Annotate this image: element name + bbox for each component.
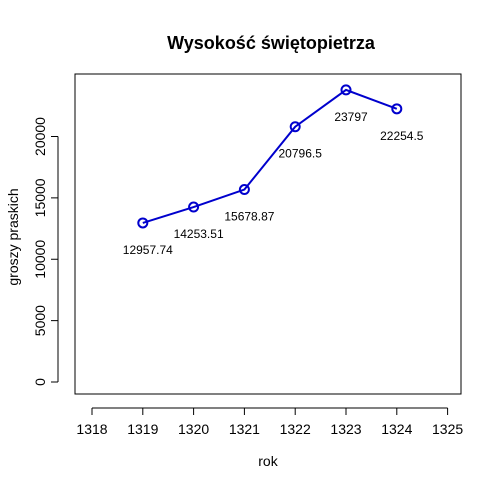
x-tick-label: 1320 (178, 421, 209, 437)
x-tick-label: 1325 (432, 421, 463, 437)
data-point (238, 184, 250, 196)
y-tick-label: 20000 (32, 117, 48, 156)
x-axis: 1318 1319 1320 1321 1322 1323 1324 1325 (76, 407, 463, 437)
data-point (391, 103, 403, 115)
series-line-group (137, 84, 403, 229)
y-axis-label: groszy praskich (5, 188, 21, 285)
x-tick-label: 1318 (76, 421, 107, 437)
y-tick-label: 10000 (32, 240, 48, 279)
data-label: 22254.5 (380, 129, 424, 143)
data-point (188, 201, 200, 213)
data-label: 14253.51 (174, 227, 224, 241)
data-point (137, 217, 149, 229)
data-label: 23797 (334, 110, 368, 124)
x-tick-label: 1319 (127, 421, 158, 437)
data-label: 15678.87 (224, 210, 274, 224)
chart-title: Wysokość świętopietrza (167, 33, 376, 53)
x-axis-label: rok (258, 453, 278, 469)
series-line (142, 88, 398, 224)
data-point (289, 121, 301, 133)
y-axis: 0 5000 10000 15000 20000 (32, 117, 59, 386)
x-tick-label: 1321 (229, 421, 260, 437)
data-point (340, 84, 352, 96)
y-tick-label: 0 (32, 378, 48, 386)
x-tick-label: 1323 (330, 421, 361, 437)
x-tick-label: 1324 (381, 421, 412, 437)
data-label: 20796.5 (279, 147, 323, 161)
plot-frame (74, 73, 462, 395)
y-tick-label: 15000 (32, 178, 48, 217)
x-tick-label: 1322 (280, 421, 311, 437)
y-tick-label: 5000 (32, 305, 48, 336)
data-label: 12957.74 (123, 243, 173, 257)
